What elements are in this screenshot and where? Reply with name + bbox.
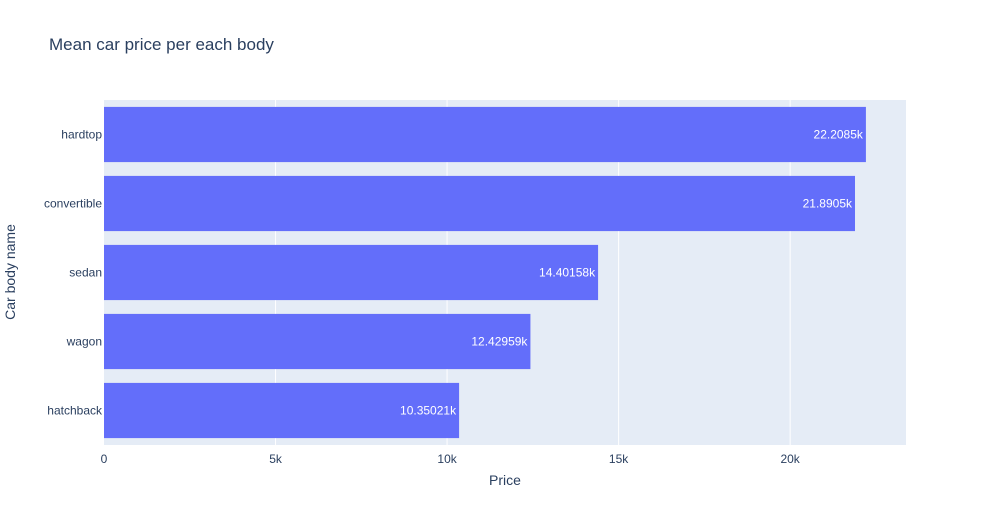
y-axis-ticks: hardtop convertible sedan wagon hatchback [44, 128, 103, 418]
x-tick-label: 15k [609, 452, 629, 466]
bar-sedan[interactable] [104, 244, 599, 301]
y-axis-title: Car body name [2, 224, 18, 320]
x-tick-label: 20k [780, 452, 800, 466]
x-axis-title: Price [489, 472, 521, 488]
data-label-sedan: 14.40158k [539, 266, 596, 280]
x-tick-label: 10k [437, 452, 457, 466]
y-tick-label: convertible [44, 197, 102, 211]
y-tick-label: wagon [66, 335, 102, 349]
x-tick-label: 0 [101, 452, 108, 466]
bar-hardtop[interactable] [104, 106, 866, 163]
data-label-hatchback: 10.35021k [400, 404, 457, 418]
data-label-convertible: 21.8905k [803, 197, 853, 211]
data-labels: 22.2085k 21.8905k 14.40158k 12.42959k 10.350… [400, 128, 864, 418]
data-label-hardtop: 22.2085k [814, 128, 864, 142]
x-tick-label: 5k [269, 452, 283, 466]
bar-hatchback[interactable] [104, 382, 460, 439]
bars [104, 106, 866, 439]
y-tick-label: hatchback [47, 404, 103, 418]
x-axis-ticks: 0 5k 10k 15k 20k [101, 452, 801, 466]
bar-convertible[interactable] [104, 175, 856, 232]
y-tick-label: sedan [69, 266, 102, 280]
y-tick-label: hardtop [61, 128, 102, 142]
chart-title: Mean car price per each body [49, 35, 274, 54]
data-label-wagon: 12.42959k [471, 335, 528, 349]
bar-wagon[interactable] [104, 313, 531, 370]
